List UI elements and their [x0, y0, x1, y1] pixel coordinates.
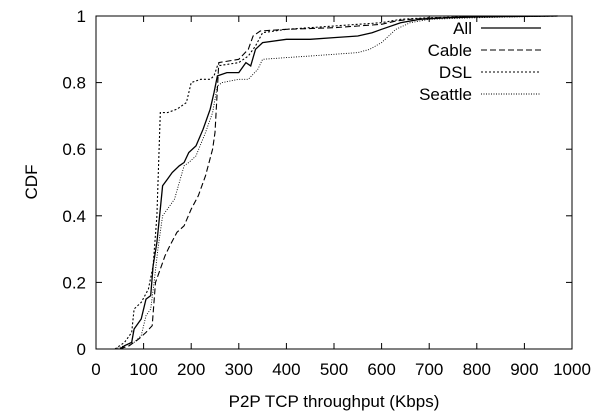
- x-tick-label: 200: [177, 360, 205, 379]
- x-axis-label: P2P TCP throughput (Kbps): [229, 392, 440, 411]
- tick-marks: [95, 15, 573, 350]
- series-line-seattle: [114, 15, 558, 350]
- x-tick-label: 800: [463, 360, 491, 379]
- x-tick-label: 600: [367, 360, 395, 379]
- legend-label-all: All: [453, 19, 472, 38]
- legend-label-seattle: Seattle: [419, 85, 472, 104]
- y-tick-label: 0: [77, 340, 86, 359]
- x-tick-label: 400: [272, 360, 300, 379]
- x-tick-label: 100: [129, 360, 157, 379]
- x-tick-label: 900: [510, 360, 538, 379]
- x-tick-label: 700: [415, 360, 443, 379]
- y-tick-label: 0.8: [62, 74, 86, 93]
- series-line-dsl: [114, 15, 558, 350]
- y-axis-label: CDF: [22, 165, 41, 200]
- x-tick-label: 0: [91, 360, 100, 379]
- x-tick-label: 1000: [553, 360, 591, 379]
- y-tick-labels: 0 0.2 0.4 0.6 0.8 1: [62, 7, 86, 359]
- x-tick-label: 300: [225, 360, 253, 379]
- y-tick-label: 1: [77, 7, 86, 26]
- x-tick-label: 500: [320, 360, 348, 379]
- y-tick-label: 0.2: [62, 273, 86, 292]
- legend-label-cable: Cable: [428, 41, 472, 60]
- series-lines: [114, 15, 558, 350]
- y-tick-label: 0.6: [62, 140, 86, 159]
- legend-label-dsl: DSL: [439, 63, 472, 82]
- series-line-all: [119, 15, 558, 350]
- y-tick-label: 0.4: [62, 207, 86, 226]
- series-line-cable: [119, 15, 558, 350]
- plot-frame: [95, 15, 573, 350]
- legend: All Cable DSL Seattle: [419, 19, 541, 104]
- x-tick-labels: 0 100 200 300 400 500 600 700 800 900 1000: [91, 360, 591, 379]
